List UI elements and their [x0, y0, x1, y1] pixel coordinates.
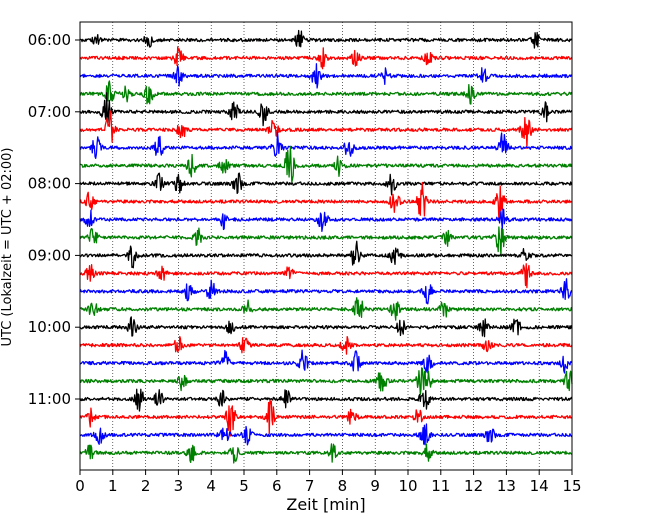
y-axis: 06:00 07:00 08:00 09:00 10:00 11:00	[28, 31, 80, 408]
x-tick-label-10: 10	[398, 477, 417, 495]
trace-row-1115	[79, 399, 573, 437]
x-tick-label-6: 6	[272, 477, 282, 495]
trace-row-0745	[79, 146, 573, 183]
trace-row-1030	[79, 349, 573, 374]
x-tick-label-0: 0	[75, 477, 85, 495]
y-tick-label-10:00: 10:00	[28, 318, 71, 336]
trace-row-0730	[79, 131, 573, 159]
trace-row-1130	[79, 423, 573, 446]
x-tick-label-12: 12	[464, 477, 483, 495]
x-tick-label-5: 5	[239, 477, 249, 495]
trace-row-0700	[79, 92, 573, 127]
trace-row-0615	[79, 46, 573, 70]
trace-row-1000	[79, 316, 573, 338]
trace-row-0845	[79, 226, 573, 257]
trace-row-0715	[79, 110, 573, 150]
x-tick-label-3: 3	[174, 477, 184, 495]
trace-row-0915	[79, 263, 573, 289]
trace-row-0800	[79, 172, 573, 196]
x-tick-label-8: 8	[338, 477, 348, 495]
y-tick-label-06:00: 06:00	[28, 31, 71, 49]
x-tick-label-11: 11	[431, 477, 450, 495]
plot-frame	[79, 21, 573, 471]
trace-row-0630	[79, 63, 573, 89]
trace-row-0645	[79, 80, 573, 105]
x-tick-label-9: 9	[370, 477, 380, 495]
grid-layer	[112, 22, 540, 470]
x-tick-label-1: 1	[108, 477, 118, 495]
y-tick-label-11:00: 11:00	[28, 390, 71, 408]
x-tick-label-7: 7	[305, 477, 315, 495]
x-tick-label-13: 13	[497, 477, 516, 495]
x-axis: 0 1 2 3 4 5 6 7 8 9 10 11 12 13 14 15	[75, 470, 582, 495]
trace-row-1045	[79, 367, 573, 396]
y-axis-label: UTC (Lokalzeit = UTC + 02:00)	[0, 148, 15, 347]
trace-layer	[79, 29, 573, 464]
x-tick-label-4: 4	[206, 477, 216, 495]
trace-row-0830	[79, 208, 573, 233]
trace-row-0945	[79, 297, 573, 321]
trace-row-1145	[79, 443, 573, 464]
x-tick-label-2: 2	[141, 477, 151, 495]
y-tick-label-08:00: 08:00	[28, 175, 71, 193]
x-tick-label-15: 15	[562, 477, 581, 495]
trace-row-0815	[79, 181, 573, 220]
trace-row-0900	[79, 240, 573, 269]
trace-row-0930	[79, 278, 573, 305]
trace-row-0600	[79, 29, 573, 49]
x-tick-label-14: 14	[530, 477, 549, 495]
y-tick-label-07:00: 07:00	[28, 103, 71, 121]
y-tick-label-09:00: 09:00	[28, 246, 71, 264]
x-axis-label: Zeit [min]	[286, 495, 365, 514]
trace-row-1015	[79, 335, 573, 355]
trace-row-1100	[79, 388, 573, 412]
